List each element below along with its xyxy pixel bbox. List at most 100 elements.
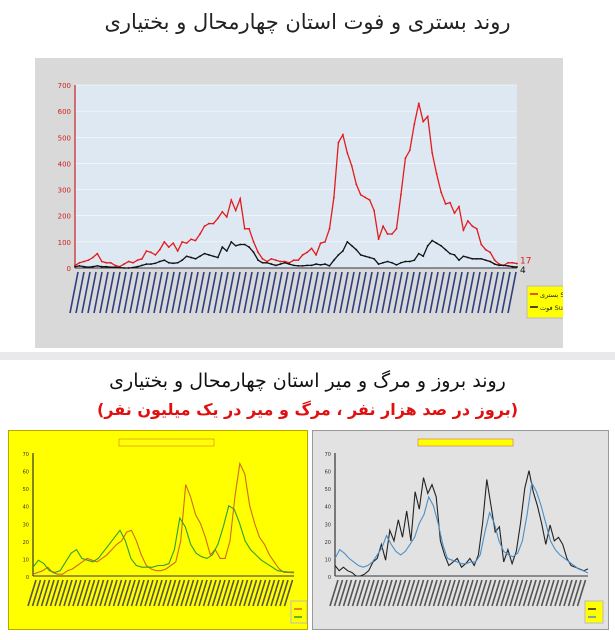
x-tick-label (504, 579, 515, 607)
data-point (310, 264, 313, 267)
y-tick-label: 10 (23, 557, 29, 563)
data-point (123, 267, 126, 269)
x-tick-label (139, 579, 150, 607)
data-point (96, 265, 99, 267)
data-point (221, 246, 224, 248)
data-point (511, 265, 514, 268)
data-point (163, 259, 166, 262)
x-tick-label (351, 271, 361, 314)
x-tick-label (261, 271, 271, 314)
data-point (91, 265, 94, 268)
x-tick-label (273, 271, 283, 314)
x-tick-label (345, 271, 355, 314)
data-point (145, 263, 148, 265)
x-tick-label (459, 579, 470, 607)
y-tick-label: 60 (23, 470, 29, 476)
x-tick-label (338, 579, 348, 607)
x-tick-label (256, 579, 267, 607)
x-tick-label (63, 579, 73, 607)
data-point (462, 255, 465, 258)
x-tick-label (229, 579, 240, 607)
data-point (149, 263, 152, 265)
x-tick-label (477, 579, 488, 607)
data-point (435, 172, 438, 175)
x-tick-label (171, 579, 181, 607)
x-tick-label (387, 271, 397, 314)
data-point (359, 254, 362, 256)
x-tick-label (572, 579, 582, 607)
y-tick-label: 0 (67, 265, 71, 273)
data-point (346, 240, 349, 243)
x-tick-label (441, 579, 452, 607)
data-point (109, 261, 112, 264)
data-point (319, 263, 322, 266)
x-tick-label (159, 271, 169, 314)
x-tick-label (375, 271, 385, 314)
data-point (364, 196, 367, 199)
x-tick-label (85, 579, 96, 607)
data-point (386, 260, 389, 263)
data-point (239, 197, 242, 200)
x-tick-label (447, 271, 457, 314)
x-tick-label (464, 579, 474, 607)
series-line-1 (32, 504, 294, 574)
x-tick-label (356, 579, 366, 607)
x-tick-label (207, 271, 217, 314)
data-point (243, 243, 246, 246)
data-point (109, 266, 112, 269)
data-point (199, 255, 201, 258)
hospitalization-death-chart: 0 100 200 300 400 500 600 700 174 بستری Sum of فوت… (35, 58, 584, 348)
data-point (341, 250, 344, 252)
data-point (480, 257, 483, 260)
data-point (319, 242, 322, 245)
data-point (172, 242, 175, 245)
data-point (252, 251, 255, 254)
y-tick-label: 10 (325, 557, 331, 563)
x-tick-label (576, 579, 587, 607)
data-point (346, 152, 349, 154)
x-tick-label (144, 579, 154, 607)
x-tick-label (274, 579, 285, 607)
x-tick-label (243, 271, 253, 314)
x-tick-label (231, 271, 241, 314)
x-tick-label (31, 579, 42, 607)
data-point (337, 254, 340, 256)
data-point (234, 209, 237, 212)
x-tick-label (225, 271, 235, 314)
x-tick-label (381, 271, 391, 314)
data-point (154, 254, 157, 256)
x-tick-label (148, 579, 159, 607)
data-point (404, 260, 407, 263)
x-tick-label (180, 579, 190, 607)
x-tick-label (333, 271, 343, 314)
data-point (194, 239, 197, 242)
data-point (408, 260, 411, 263)
data-point (301, 265, 304, 267)
x-tick-label (270, 579, 280, 607)
x-tick-label (213, 271, 223, 314)
data-point (449, 201, 451, 204)
x-tick-label (81, 271, 91, 314)
x-tick-label (171, 271, 181, 314)
x-tick-label (112, 579, 123, 607)
x-tick-label (501, 271, 511, 314)
x-tick-label (237, 271, 247, 314)
data-point (458, 205, 460, 208)
x-tick-label (198, 579, 208, 607)
mortality-chart: 0 10 20 30 40 50 60 70 (312, 430, 609, 630)
data-point (132, 261, 134, 264)
data-point (431, 239, 434, 242)
x-tick-label (147, 271, 157, 314)
x-tick-label (40, 579, 51, 607)
x-tick-label (238, 579, 249, 607)
x-tick-label (329, 579, 339, 607)
x-tick-label (94, 579, 105, 607)
x-tick-label (216, 579, 226, 607)
data-point (167, 246, 170, 248)
x-tick-label (540, 579, 551, 607)
data-point (377, 238, 380, 241)
data-point (333, 259, 335, 262)
y-tick-label: 200 (58, 213, 71, 221)
x-tick-label (75, 271, 85, 314)
x-tick-label (414, 579, 425, 607)
